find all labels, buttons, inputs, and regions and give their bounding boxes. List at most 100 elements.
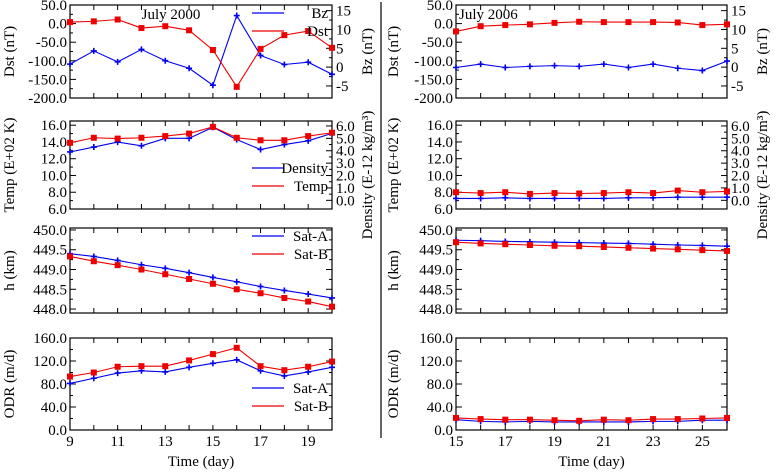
- y-tick-label: 16.0: [41, 118, 67, 134]
- series-line-sat-a: [69, 359, 333, 384]
- data-point: [162, 133, 169, 140]
- y-tick-label: 0.0: [434, 423, 453, 439]
- legend: Sat-A Sat-B: [252, 381, 328, 415]
- plot-frame: [455, 227, 728, 314]
- data-point: [477, 61, 484, 68]
- data-point: [162, 363, 169, 370]
- data-point: [281, 367, 288, 374]
- data-point: [233, 356, 240, 363]
- data-point: [674, 187, 681, 194]
- data-point: [724, 58, 730, 65]
- y-axis-title: ODR (m/d): [386, 350, 402, 419]
- panel-left-dst-bz: 50.0 0.0 -50.0 -100.0 -150.0 -200.0 Dst (nT) 15…: [2, 0, 376, 107]
- y-tick-label: 449.0: [33, 263, 67, 279]
- y-tick-label: 10.0: [427, 168, 453, 184]
- y2-tick-label: 15: [336, 4, 351, 20]
- data-point: [724, 188, 730, 195]
- data-point: [625, 194, 632, 201]
- data-point: [305, 28, 312, 35]
- data-point: [162, 271, 169, 278]
- y-tick-label: 8.0: [48, 185, 67, 201]
- data-point: [209, 82, 216, 89]
- data-point: [138, 266, 145, 273]
- data-point: [724, 247, 730, 254]
- data-point: [257, 146, 264, 153]
- y2-tick-label: 0.0: [731, 193, 750, 209]
- y-tick-label: 0.0: [434, 17, 453, 33]
- data-point: [650, 245, 657, 252]
- plot-frame: [69, 227, 333, 314]
- data-point: [67, 148, 73, 155]
- x-tick-label: 21: [596, 434, 611, 450]
- y-tick-label: 450.0: [33, 223, 67, 239]
- data-point: [257, 45, 264, 52]
- data-point: [477, 23, 484, 30]
- series-line-sat-a: [455, 239, 728, 247]
- x-tick-label: 19: [301, 434, 316, 450]
- data-point: [625, 189, 632, 196]
- y-tick-label: 160.0: [33, 331, 67, 347]
- plot-frame: [455, 337, 728, 431]
- data-point: [90, 144, 97, 151]
- data-point: [186, 27, 193, 34]
- data-point: [186, 364, 193, 371]
- plot-frame: [69, 4, 333, 99]
- data-point: [138, 134, 145, 141]
- data-point: [674, 65, 681, 72]
- x-tick-label: 17: [253, 434, 269, 450]
- data-point: [209, 280, 216, 287]
- series-line-dst: [69, 18, 333, 88]
- data-point: [209, 47, 216, 54]
- y-tick-label: 448.0: [33, 302, 67, 318]
- series-line-temp: [69, 126, 333, 144]
- data-point: [90, 134, 97, 141]
- y-tick-label: 0.0: [48, 17, 67, 33]
- data-point: [305, 291, 312, 298]
- data-point: [699, 67, 706, 74]
- y2-tick-label: 0.0: [336, 193, 355, 209]
- plot-frame: [455, 120, 728, 210]
- y2-tick-label: 6.0: [731, 119, 750, 135]
- y-axis-title: Dst (nT): [386, 26, 402, 77]
- series-line-sat-b: [455, 417, 728, 422]
- y2-axis-title: Bz (nT): [360, 28, 376, 75]
- y-axis-title: h (km): [2, 250, 18, 290]
- y2-tick-label: 0: [336, 60, 344, 76]
- data-point: [233, 12, 240, 19]
- data-point: [186, 276, 193, 282]
- y2-tick-label: 1.0: [731, 181, 750, 197]
- data-point: [625, 244, 632, 251]
- data-point: [209, 123, 216, 130]
- y-tick-label: -150.0: [414, 72, 453, 88]
- data-point: [90, 47, 97, 54]
- data-point: [233, 134, 240, 141]
- data-point: [576, 243, 583, 250]
- data-point: [281, 137, 288, 144]
- data-point: [551, 19, 558, 26]
- y-tick-label: 6.0: [434, 202, 453, 218]
- data-point: [209, 274, 216, 281]
- y2-tick-label: 3.0: [336, 156, 355, 172]
- y2-tick-label: 5.0: [731, 131, 750, 147]
- y-tick-label: 0.0: [48, 423, 67, 439]
- data-point: [699, 22, 706, 29]
- series-line-density: [69, 126, 333, 153]
- y-tick-label: -150.0: [28, 72, 67, 88]
- data-point: [329, 358, 335, 365]
- y-tick-label: -100.0: [28, 54, 67, 70]
- y-tick-label: 40.0: [427, 400, 453, 416]
- data-point: [138, 46, 145, 53]
- series-line-sat-b: [69, 255, 333, 308]
- data-point: [186, 130, 193, 137]
- data-point: [281, 61, 288, 68]
- data-point: [453, 189, 459, 196]
- data-point: [233, 278, 240, 285]
- x-tick-label: 25: [695, 434, 710, 450]
- y2-tick-label: 5: [336, 41, 344, 57]
- data-point: [477, 190, 484, 197]
- y-tick-label: 449.5: [419, 243, 453, 259]
- y-axis-title: Temp (E+02 K): [2, 118, 18, 213]
- data-point: [114, 16, 121, 23]
